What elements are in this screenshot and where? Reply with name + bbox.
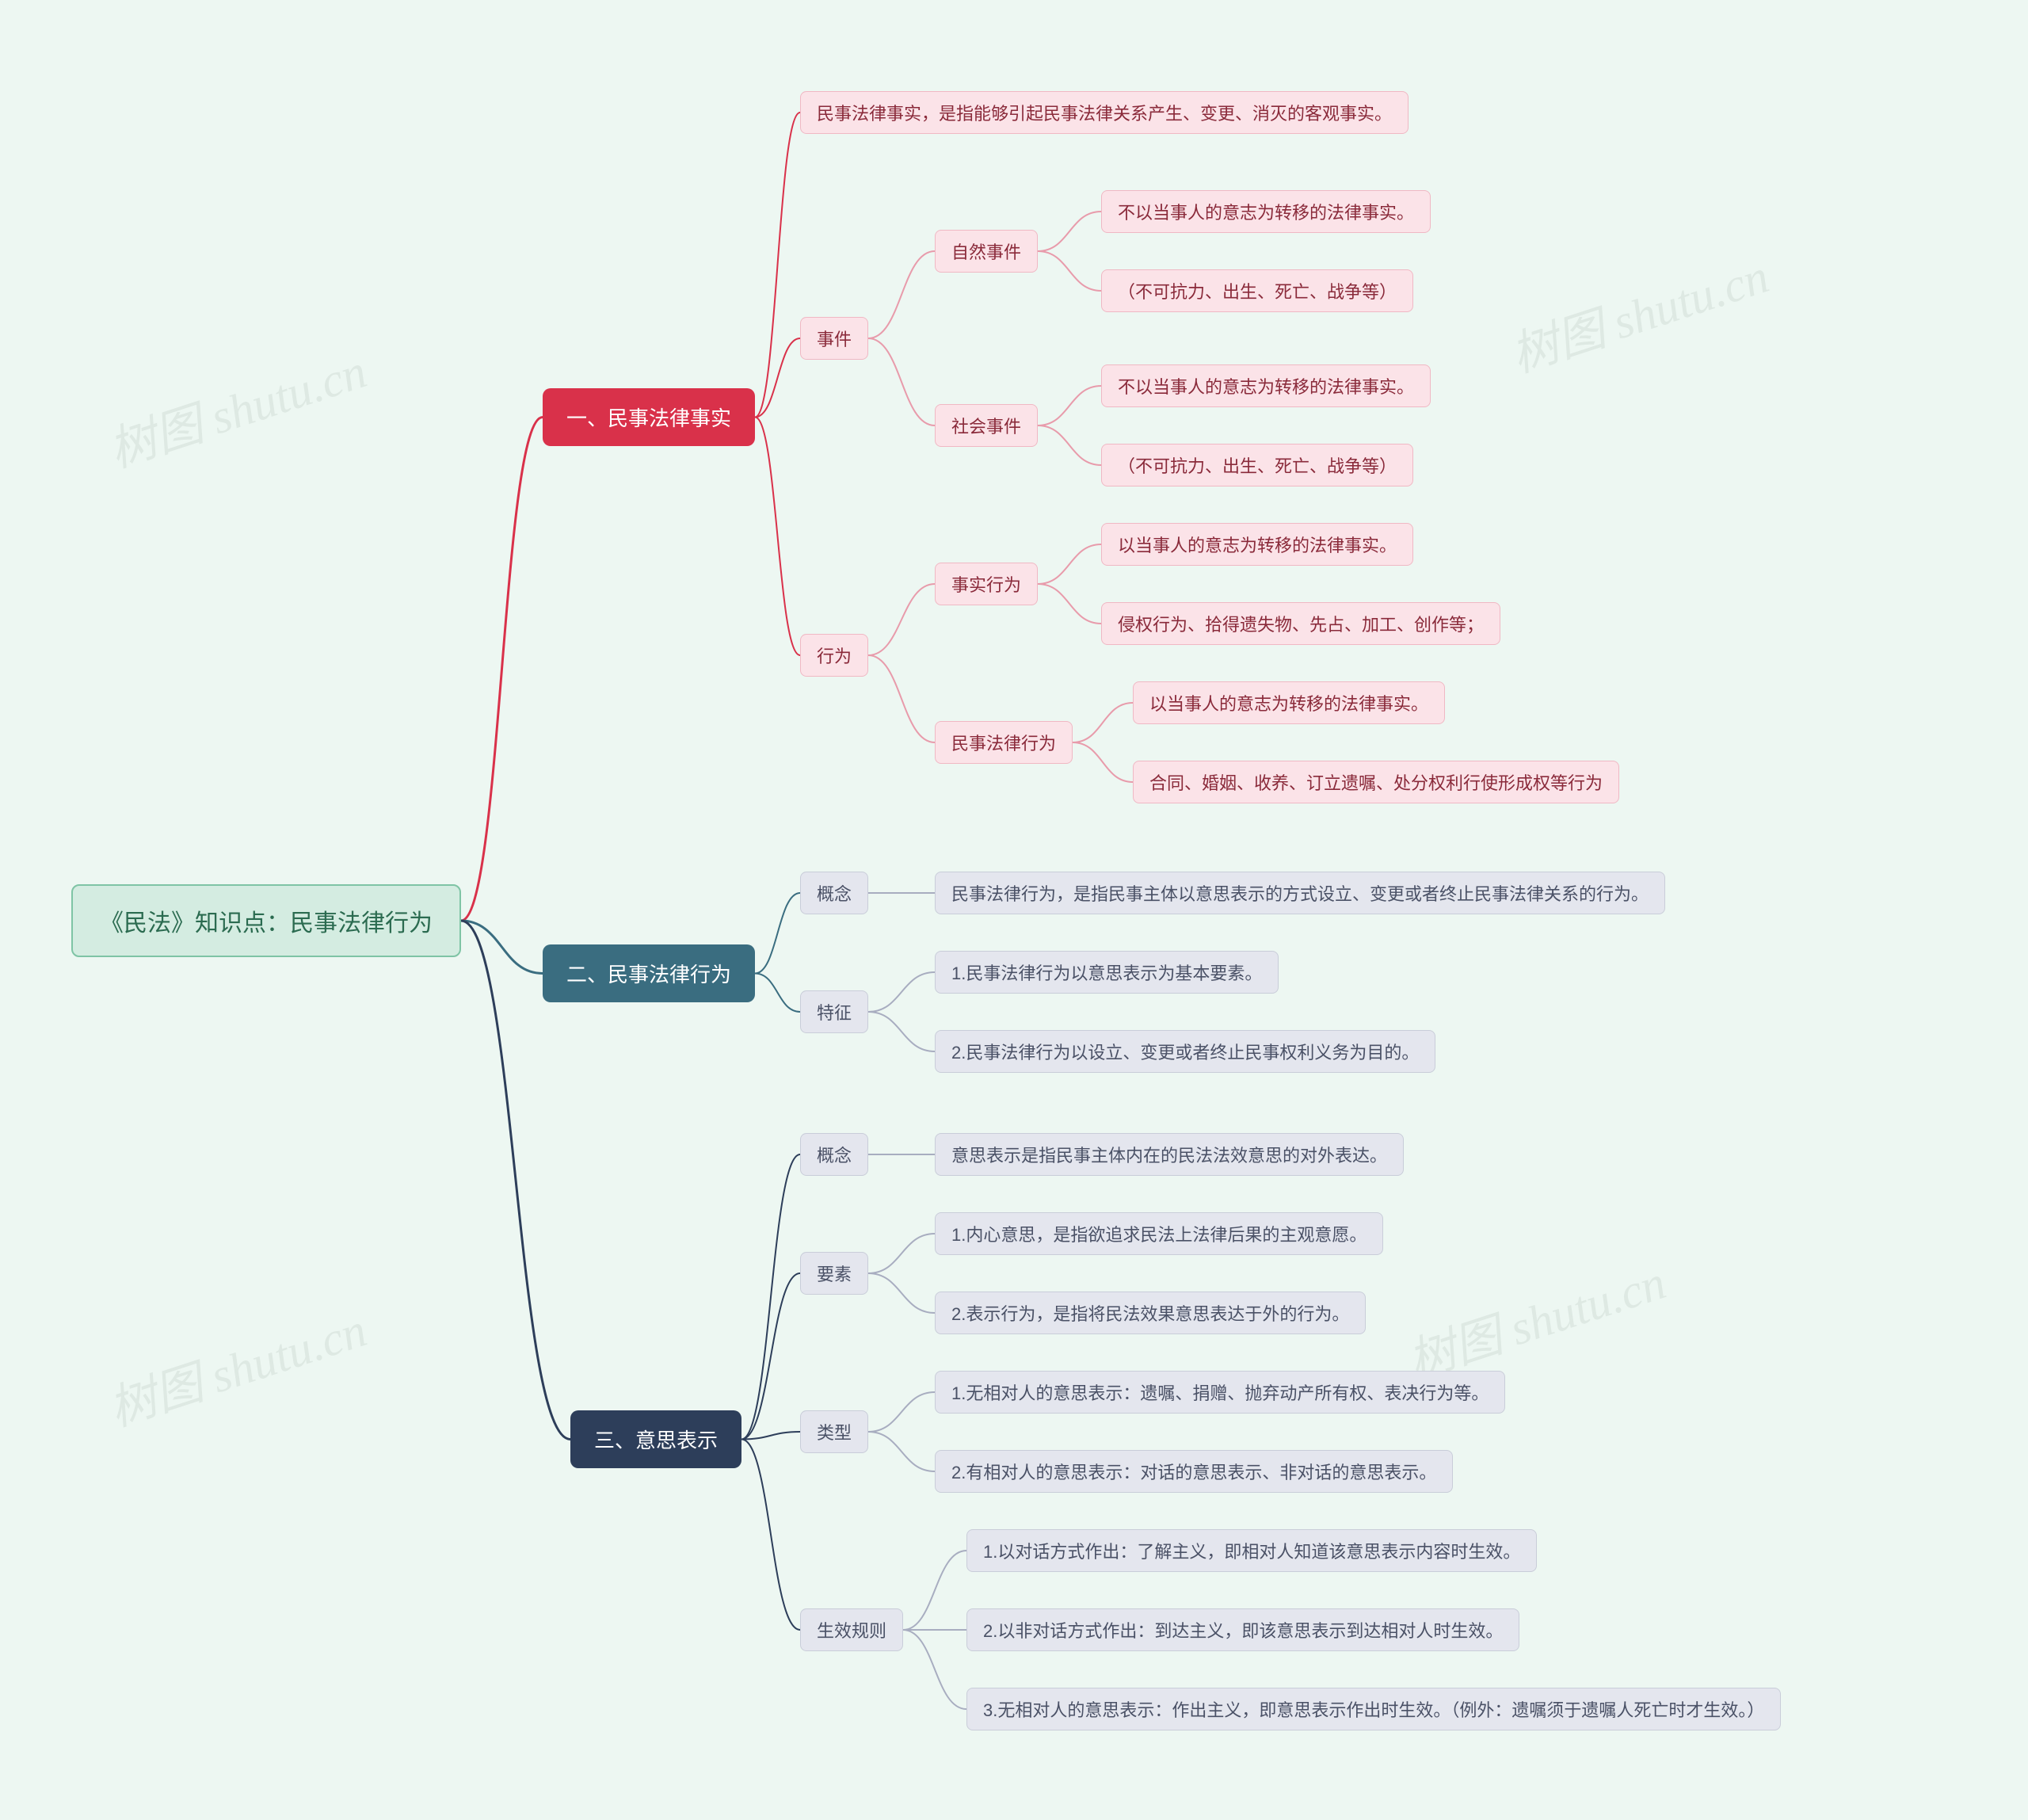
b3-type-2: 2.有相对人的意思表示：对话的意思表示、非对话的意思表示。 [935,1450,1453,1493]
b3-type-1: 1.无相对人的意思表示：遗嘱、捐赠、抛弃动产所有权、表决行为等。 [935,1371,1505,1414]
branch-3[interactable]: 三、意思表示 [570,1410,741,1468]
b3-concept[interactable]: 概念 [800,1133,868,1176]
event-social[interactable]: 社会事件 [935,404,1038,447]
b3-rule-2: 2.以非对话方式作出：到达主义，即该意思表示到达相对人时生效。 [966,1608,1519,1651]
b2-feature-1: 1.民事法律行为以意思表示为基本要素。 [935,951,1279,994]
act-fact[interactable]: 事实行为 [935,563,1038,605]
b3-rule[interactable]: 生效规则 [800,1608,903,1651]
event-natural[interactable]: 自然事件 [935,230,1038,273]
b3-element-2: 2.表示行为，是指将民法效果意思表达于外的行为。 [935,1292,1366,1334]
event-social-1: 不以当事人的意志为转移的法律事实。 [1101,364,1431,407]
b3-concept-1: 意思表示是指民事主体内在的民法法效意思的对外表达。 [935,1133,1404,1176]
act-civ-1: 以当事人的意志为转移的法律事实。 [1133,681,1445,724]
b2-feature-2: 2.民事法律行为以设立、变更或者终止民事权利义务为目的。 [935,1030,1435,1073]
event-social-2: （不可抗力、出生、死亡、战争等） [1101,444,1413,486]
b3-type[interactable]: 类型 [800,1410,868,1453]
act-fact-1: 以当事人的意志为转移的法律事实。 [1101,523,1413,566]
branch-2[interactable]: 二、民事法律行为 [543,944,755,1002]
b2-concept-1: 民事法律行为，是指民事主体以意思表示的方式设立、变更或者终止民事法律关系的行为。 [935,872,1665,914]
branch-1[interactable]: 一、民事法律事实 [543,388,755,446]
watermark: 树图 shutu.cn [99,333,374,481]
b1-act[interactable]: 行为 [800,634,868,677]
act-civil[interactable]: 民事法律行为 [935,721,1073,764]
b3-element-1: 1.内心意思，是指欲追求民法上法律后果的主观意愿。 [935,1212,1383,1255]
watermark: 树图 shutu.cn [99,1292,374,1440]
event-natural-2: （不可抗力、出生、死亡、战争等） [1101,269,1413,312]
root-node[interactable]: 《民法》知识点：民事法律行为 [71,884,461,957]
watermark: 树图 shutu.cn [1398,1244,1673,1392]
b1-desc[interactable]: 民事法律事实，是指能够引起民事法律关系产生、变更、消灭的客观事实。 [800,91,1409,134]
event-natural-1: 不以当事人的意志为转移的法律事实。 [1101,190,1431,233]
b1-event[interactable]: 事件 [800,317,868,360]
b3-rule-3: 3.无相对人的意思表示：作出主义，即意思表示作出时生效。（例外：遗嘱须于遗嘱人死… [966,1688,1781,1730]
b3-rule-1: 1.以对话方式作出：了解主义，即相对人知道该意思表示内容时生效。 [966,1529,1537,1572]
b2-concept[interactable]: 概念 [800,872,868,914]
watermark: 树图 shutu.cn [1501,238,1776,386]
b3-element[interactable]: 要素 [800,1252,868,1295]
act-civ-2: 合同、婚姻、收养、订立遗嘱、处分权利行使形成权等行为 [1133,761,1619,803]
act-fact-2: 侵权行为、拾得遗失物、先占、加工、创作等； [1101,602,1500,645]
b2-feature[interactable]: 特征 [800,990,868,1033]
